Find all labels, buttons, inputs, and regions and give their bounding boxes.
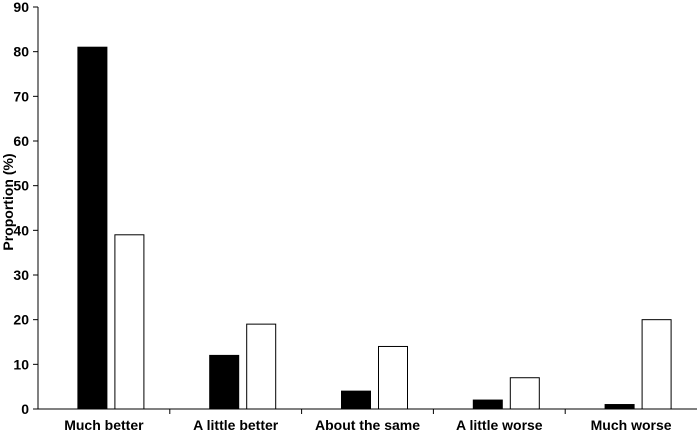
bar-series-2 [641, 319, 672, 410]
bar-series-2 [378, 345, 408, 410]
bars [77, 46, 672, 410]
x-category-label: Much better [64, 417, 144, 433]
y-tick-label: 70 [13, 88, 29, 104]
y-tick-label: 90 [13, 0, 29, 15]
y-tick-label: 80 [13, 44, 29, 60]
x-category-label: Much worse [591, 417, 672, 433]
bar-series-2 [246, 323, 277, 410]
x-category-label: A little worse [456, 417, 543, 433]
y-tick-label: 50 [13, 178, 29, 194]
bar-series-2 [509, 377, 540, 410]
bar-series-1 [604, 404, 635, 410]
bar-series-1 [77, 46, 108, 410]
y-tick-label: 10 [13, 356, 29, 372]
bar-series-1 [341, 390, 371, 410]
x-category-label: About the same [315, 417, 420, 433]
bar-series-1 [472, 399, 503, 410]
y-tick-label: 60 [13, 133, 29, 149]
x-axis: Much better A little better About the same… [38, 408, 697, 433]
y-axis-title: Proportion (%) [0, 153, 16, 250]
y-tick-label: 0 [21, 401, 29, 417]
y-tick-label: 20 [13, 312, 29, 328]
y-tick-label: 30 [13, 267, 29, 283]
bar-series-1 [209, 354, 240, 410]
bar-series-2 [114, 234, 145, 410]
y-tick-label: 40 [13, 222, 29, 238]
x-category-label: A little better [193, 417, 279, 433]
y-axis: 0 10 20 30 40 50 60 70 80 90 [13, 0, 39, 417]
